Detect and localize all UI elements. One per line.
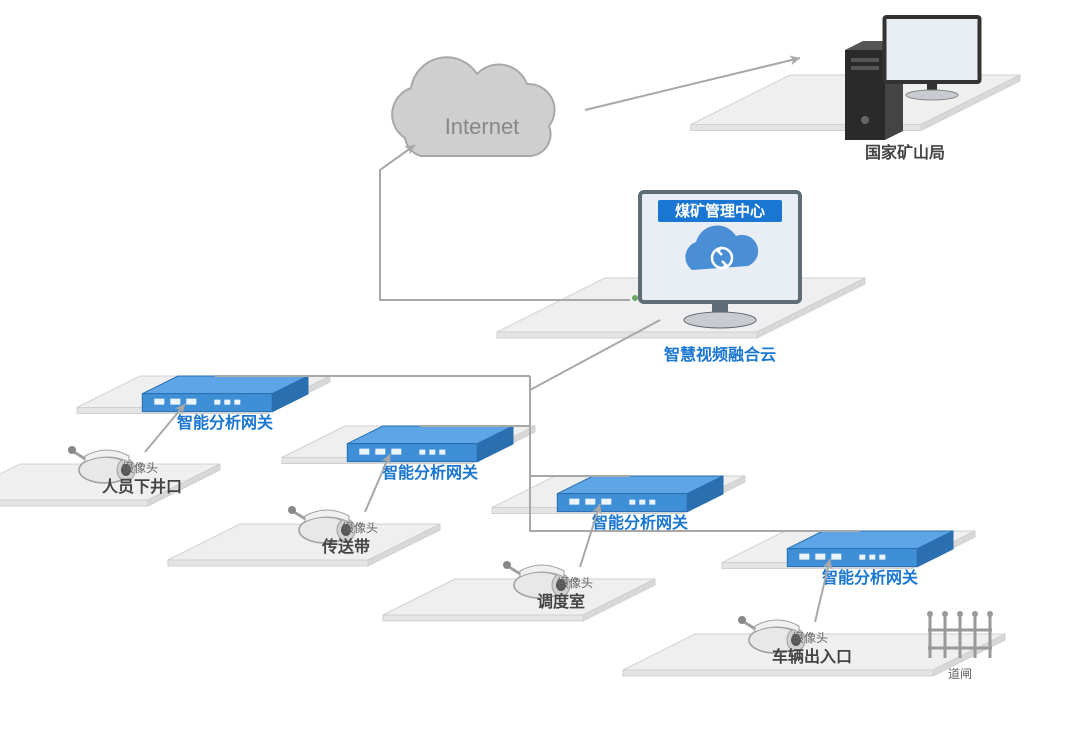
camera-label-1: 传送带 — [321, 537, 370, 556]
gateway-icon — [787, 531, 953, 567]
camera-label-0: 人员下井口 — [102, 477, 182, 496]
camera-small-1: 摄像头 — [342, 520, 378, 535]
connection-line — [380, 145, 630, 300]
gateway-icon — [557, 476, 723, 512]
camera-small-2: 摄像头 — [557, 575, 593, 590]
gateway-label-3: 智能分析网关 — [822, 568, 918, 587]
national-label: 国家矿山局 — [865, 143, 945, 162]
gateway-label-2: 智能分析网关 — [592, 513, 688, 532]
center-label: 智慧视频融合云 — [664, 345, 776, 364]
connection-line — [530, 376, 630, 476]
gateway-icon — [347, 426, 513, 462]
gateway-icon — [142, 376, 308, 412]
connection-line — [420, 376, 530, 426]
camera-label-3: 车辆出入口 — [772, 647, 852, 666]
gate-label: 道闸 — [948, 667, 972, 681]
gateway-label-1: 智能分析网关 — [382, 463, 478, 482]
gateway-label-0: 智能分析网关 — [177, 413, 273, 432]
internet-label: Internet — [445, 114, 520, 139]
center-banner: 煤矿管理中心 — [675, 202, 765, 220]
camera-label-2: 调度室 — [537, 592, 585, 611]
internet-cloud: Internet — [392, 57, 554, 156]
camera-small-0: 摄像头 — [122, 460, 158, 475]
camera-small-3: 摄像头 — [792, 630, 828, 645]
